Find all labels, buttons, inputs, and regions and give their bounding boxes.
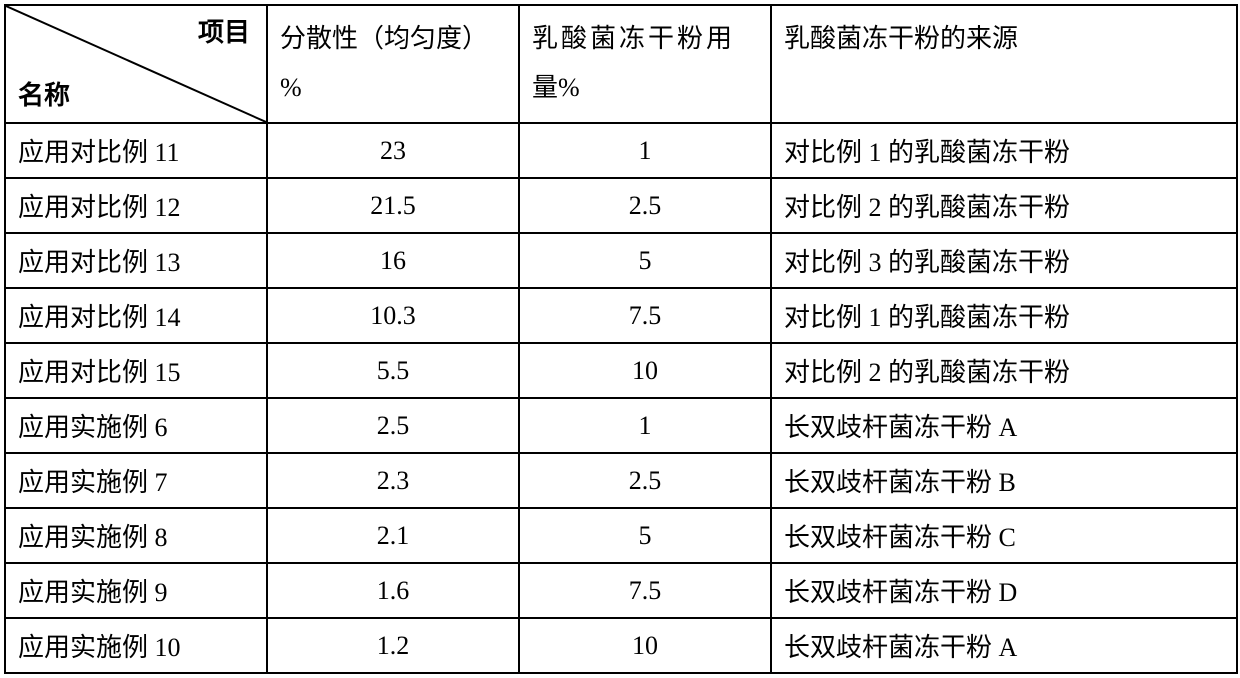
cell-source: 对比例 2 的乳酸菌冻干粉 bbox=[771, 343, 1237, 398]
table-row: 应用对比例 13 16 5 对比例 3 的乳酸菌冻干粉 bbox=[5, 233, 1237, 288]
cell-name: 应用实施例 8 bbox=[5, 508, 267, 563]
cell-source: 对比例 1 的乳酸菌冻干粉 bbox=[771, 123, 1237, 178]
table-row: 应用对比例 12 21.5 2.5 对比例 2 的乳酸菌冻干粉 bbox=[5, 178, 1237, 233]
cell-amount: 7.5 bbox=[519, 288, 771, 343]
table-row: 应用实施例 6 2.5 1 长双歧杆菌冻干粉 A bbox=[5, 398, 1237, 453]
cell-amount: 5 bbox=[519, 508, 771, 563]
table-row: 应用对比例 11 23 1 对比例 1 的乳酸菌冻干粉 bbox=[5, 123, 1237, 178]
table-row: 应用对比例 15 5.5 10 对比例 2 的乳酸菌冻干粉 bbox=[5, 343, 1237, 398]
cell-amount: 10 bbox=[519, 343, 771, 398]
cell-amount: 10 bbox=[519, 618, 771, 673]
cell-source: 长双歧杆菌冻干粉 B bbox=[771, 453, 1237, 508]
comparison-table: 项目 名称 分散性（均匀度）% 乳酸菌冻干粉用 量% 乳酸菌冻干粉的来源 应用对… bbox=[4, 4, 1238, 674]
cell-dispersion: 21.5 bbox=[267, 178, 519, 233]
cell-source: 对比例 2 的乳酸菌冻干粉 bbox=[771, 178, 1237, 233]
table-row: 应用实施例 9 1.6 7.5 长双歧杆菌冻干粉 D bbox=[5, 563, 1237, 618]
table-row: 应用实施例 8 2.1 5 长双歧杆菌冻干粉 C bbox=[5, 508, 1237, 563]
cell-source: 长双歧杆菌冻干粉 C bbox=[771, 508, 1237, 563]
cell-name: 应用实施例 10 bbox=[5, 618, 267, 673]
cell-dispersion: 16 bbox=[267, 233, 519, 288]
data-table-container: 项目 名称 分散性（均匀度）% 乳酸菌冻干粉用 量% 乳酸菌冻干粉的来源 应用对… bbox=[4, 4, 1236, 674]
table-row: 应用实施例 10 1.2 10 长双歧杆菌冻干粉 A bbox=[5, 618, 1237, 673]
cell-name: 应用对比例 14 bbox=[5, 288, 267, 343]
cell-dispersion: 10.3 bbox=[267, 288, 519, 343]
cell-source: 长双歧杆菌冻干粉 A bbox=[771, 618, 1237, 673]
cell-name: 应用对比例 15 bbox=[5, 343, 267, 398]
cell-amount: 2.5 bbox=[519, 178, 771, 233]
header-amount-line2: 量% bbox=[532, 73, 580, 102]
header-amount: 乳酸菌冻干粉用 量% bbox=[519, 5, 771, 123]
cell-dispersion: 2.3 bbox=[267, 453, 519, 508]
cell-dispersion: 1.2 bbox=[267, 618, 519, 673]
cell-name: 应用对比例 11 bbox=[5, 123, 267, 178]
table-row: 应用对比例 14 10.3 7.5 对比例 1 的乳酸菌冻干粉 bbox=[5, 288, 1237, 343]
header-amount-line1: 乳酸菌冻干粉用 bbox=[532, 24, 735, 53]
cell-name: 应用对比例 12 bbox=[5, 178, 267, 233]
cell-source: 对比例 1 的乳酸菌冻干粉 bbox=[771, 288, 1237, 343]
header-row: 项目 名称 分散性（均匀度）% 乳酸菌冻干粉用 量% 乳酸菌冻干粉的来源 bbox=[5, 5, 1237, 123]
header-source: 乳酸菌冻干粉的来源 bbox=[771, 5, 1237, 123]
cell-dispersion: 1.6 bbox=[267, 563, 519, 618]
cell-source: 长双歧杆菌冻干粉 A bbox=[771, 398, 1237, 453]
header-dispersion: 分散性（均匀度）% bbox=[267, 5, 519, 123]
cell-amount: 7.5 bbox=[519, 563, 771, 618]
table-row: 应用实施例 7 2.3 2.5 长双歧杆菌冻干粉 B bbox=[5, 453, 1237, 508]
cell-dispersion: 2.5 bbox=[267, 398, 519, 453]
cell-amount: 2.5 bbox=[519, 453, 771, 508]
cell-name: 应用对比例 13 bbox=[5, 233, 267, 288]
diagonal-bottom-label: 名称 bbox=[18, 75, 70, 112]
cell-amount: 5 bbox=[519, 233, 771, 288]
cell-dispersion: 23 bbox=[267, 123, 519, 178]
table-body: 应用对比例 11 23 1 对比例 1 的乳酸菌冻干粉 应用对比例 12 21.… bbox=[5, 123, 1237, 673]
cell-name: 应用实施例 6 bbox=[5, 398, 267, 453]
cell-dispersion: 5.5 bbox=[267, 343, 519, 398]
cell-name: 应用实施例 9 bbox=[5, 563, 267, 618]
cell-amount: 1 bbox=[519, 398, 771, 453]
cell-dispersion: 2.1 bbox=[267, 508, 519, 563]
diagonal-header-cell: 项目 名称 bbox=[5, 5, 267, 123]
cell-name: 应用实施例 7 bbox=[5, 453, 267, 508]
cell-source: 对比例 3 的乳酸菌冻干粉 bbox=[771, 233, 1237, 288]
diagonal-top-label: 项目 bbox=[198, 12, 250, 49]
cell-amount: 1 bbox=[519, 123, 771, 178]
cell-source: 长双歧杆菌冻干粉 D bbox=[771, 563, 1237, 618]
